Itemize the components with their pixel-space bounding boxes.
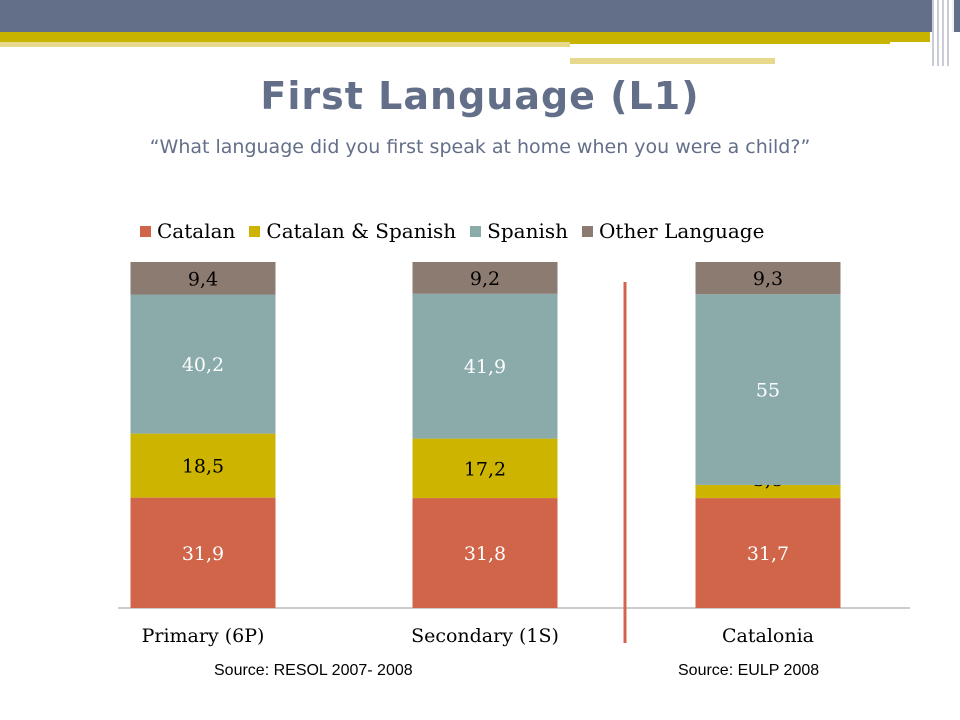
bar-segment <box>412 262 558 294</box>
accent-bar-light <box>570 58 775 64</box>
header-bar <box>0 0 960 65</box>
slide-title: First Language (L1) <box>260 74 700 118</box>
bar-segment <box>695 262 841 295</box>
accent-line <box>570 42 890 44</box>
header-stripe <box>952 0 954 65</box>
bar-segment <box>412 498 558 608</box>
data-label: 9,3 <box>753 268 783 290</box>
bar-segment <box>412 438 558 499</box>
accent-bar-light <box>0 42 570 47</box>
data-label: 55 <box>756 380 780 402</box>
bar-segment <box>695 294 841 485</box>
bar-segment <box>412 293 558 439</box>
x-tick-label: Secondary (1S) <box>411 625 559 647</box>
legend-swatch <box>140 225 151 237</box>
bar-segment <box>130 497 276 608</box>
bar-segment <box>130 433 276 498</box>
source-right: Source: EULP 2008 <box>678 662 820 679</box>
bar-segment <box>695 484 841 499</box>
chart-legend: Catalan Catalan & Spanish Spanish Other Lan… <box>140 218 778 244</box>
legend-swatch <box>582 225 594 237</box>
bar-segment <box>130 294 276 434</box>
data-label: 31,8 <box>464 543 506 565</box>
decorative-stripes <box>932 0 952 66</box>
data-label: 17,2 <box>464 458 506 480</box>
legend-label: Catalan & Spanish <box>266 219 457 243</box>
data-label: 9,2 <box>470 268 500 290</box>
data-label: 9,4 <box>188 268 218 290</box>
source-left: Source: RESOL 2007- 2008 <box>214 662 413 679</box>
bar-segment <box>695 498 841 608</box>
data-label: 18,5 <box>182 456 224 478</box>
accent-bar <box>0 32 930 42</box>
data-label: 31,9 <box>182 543 224 565</box>
legend-item: Other Language <box>582 219 764 243</box>
x-tick-label: Primary (6P) <box>142 625 265 647</box>
data-label: 31,7 <box>747 543 789 565</box>
data-label: 41,9 <box>464 356 506 378</box>
slide-subtitle: “What language did you first speak at ho… <box>149 136 811 158</box>
x-tick-label: Catalonia <box>722 625 814 647</box>
data-label: 40,2 <box>182 354 224 376</box>
legend-label: Spanish <box>487 219 569 243</box>
bar-segment <box>130 262 276 295</box>
legend-item: Catalan <box>140 219 235 243</box>
legend-item: Spanish <box>470 219 568 243</box>
legend-swatch <box>470 225 482 237</box>
legend-label: Other Language <box>599 219 765 243</box>
legend-label: Catalan <box>157 219 236 243</box>
legend-swatch <box>249 225 261 237</box>
legend-item: Catalan & Spanish <box>249 219 456 243</box>
